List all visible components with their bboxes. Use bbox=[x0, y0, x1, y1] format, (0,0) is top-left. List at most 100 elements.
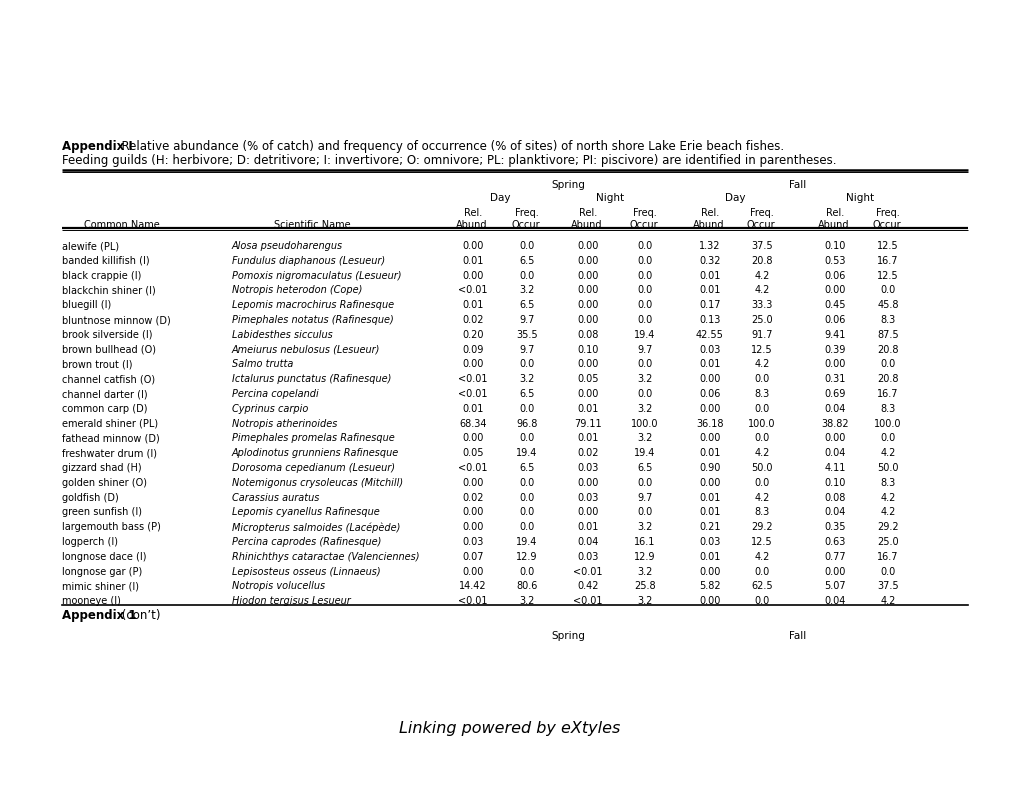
Text: 0.01: 0.01 bbox=[699, 359, 720, 370]
Text: 4.2: 4.2 bbox=[754, 448, 769, 458]
Text: Dorosoma cepedianum (Lesueur): Dorosoma cepedianum (Lesueur) bbox=[231, 463, 394, 473]
Text: 0.17: 0.17 bbox=[699, 300, 720, 310]
Text: 0.08: 0.08 bbox=[823, 492, 845, 503]
Text: 0.35: 0.35 bbox=[823, 522, 845, 532]
Text: 0.0: 0.0 bbox=[754, 374, 769, 385]
Text: 0.0: 0.0 bbox=[879, 359, 895, 370]
Text: 0.0: 0.0 bbox=[637, 285, 652, 296]
Text: 16.7: 16.7 bbox=[876, 256, 898, 266]
Text: fathead minnow (D): fathead minnow (D) bbox=[62, 433, 160, 444]
Text: 0.0: 0.0 bbox=[879, 433, 895, 444]
Text: 37.5: 37.5 bbox=[876, 582, 898, 592]
Text: Notropis atherinoides: Notropis atherinoides bbox=[231, 418, 337, 429]
Text: 19.4: 19.4 bbox=[516, 537, 537, 547]
Text: 8.3: 8.3 bbox=[754, 389, 769, 399]
Text: Aplodinotus grunniens Rafinesque: Aplodinotus grunniens Rafinesque bbox=[231, 448, 398, 458]
Text: Rel.
Abund.: Rel. Abund. bbox=[817, 208, 852, 230]
Text: 0.10: 0.10 bbox=[823, 241, 845, 251]
Text: 0.0: 0.0 bbox=[519, 492, 534, 503]
Text: 12.5: 12.5 bbox=[876, 241, 898, 251]
Text: 8.3: 8.3 bbox=[754, 507, 769, 518]
Text: longnose gar (P): longnose gar (P) bbox=[62, 567, 142, 577]
Text: green sunfish (I): green sunfish (I) bbox=[62, 507, 142, 518]
Text: 6.5: 6.5 bbox=[519, 389, 534, 399]
Text: longnose dace (I): longnose dace (I) bbox=[62, 552, 147, 562]
Text: 0.01: 0.01 bbox=[577, 433, 598, 444]
Text: 4.2: 4.2 bbox=[754, 285, 769, 296]
Text: alewife (PL): alewife (PL) bbox=[62, 241, 119, 251]
Text: 3.2: 3.2 bbox=[637, 522, 652, 532]
Text: Lepisosteus osseus (Linnaeus): Lepisosteus osseus (Linnaeus) bbox=[231, 567, 380, 577]
Text: logperch (I): logperch (I) bbox=[62, 537, 118, 547]
Text: Carassius auratus: Carassius auratus bbox=[231, 492, 319, 503]
Text: Rel.
Abund.: Rel. Abund. bbox=[692, 208, 727, 230]
Text: 0.0: 0.0 bbox=[519, 433, 534, 444]
Text: bluntnose minnow (D): bluntnose minnow (D) bbox=[62, 315, 170, 325]
Text: 0.0: 0.0 bbox=[637, 359, 652, 370]
Text: 25.0: 25.0 bbox=[876, 537, 898, 547]
Text: 0.00: 0.00 bbox=[823, 359, 845, 370]
Text: 37.5: 37.5 bbox=[750, 241, 772, 251]
Text: 12.9: 12.9 bbox=[634, 552, 655, 562]
Text: 0.06: 0.06 bbox=[699, 389, 720, 399]
Text: blackchin shiner (I): blackchin shiner (I) bbox=[62, 285, 156, 296]
Text: 38.82: 38.82 bbox=[820, 418, 848, 429]
Text: Feeding guilds (H: herbivore; D: detritivore; I: invertivore; O: omnivore; PL: p: Feeding guilds (H: herbivore; D: detriti… bbox=[62, 154, 836, 167]
Text: 29.2: 29.2 bbox=[876, 522, 898, 532]
Text: Fall: Fall bbox=[789, 180, 806, 190]
Text: Freq.
Occur.: Freq. Occur. bbox=[512, 208, 542, 230]
Text: 0.21: 0.21 bbox=[699, 522, 720, 532]
Text: 16.7: 16.7 bbox=[876, 552, 898, 562]
Text: 4.2: 4.2 bbox=[879, 492, 895, 503]
Text: 0.00: 0.00 bbox=[699, 567, 720, 577]
Text: 0.00: 0.00 bbox=[699, 597, 720, 606]
Text: largemouth bass (P): largemouth bass (P) bbox=[62, 522, 161, 532]
Text: 25.8: 25.8 bbox=[634, 582, 655, 592]
Text: 0.00: 0.00 bbox=[577, 478, 598, 488]
Text: 4.2: 4.2 bbox=[754, 359, 769, 370]
Text: Pimephales notatus (Rafinesque): Pimephales notatus (Rafinesque) bbox=[231, 315, 393, 325]
Text: 3.2: 3.2 bbox=[637, 374, 652, 385]
Text: 0.05: 0.05 bbox=[577, 374, 598, 385]
Text: 0.00: 0.00 bbox=[462, 507, 483, 518]
Text: 0.42: 0.42 bbox=[577, 582, 598, 592]
Text: 0.00: 0.00 bbox=[577, 256, 598, 266]
Text: Common Name: Common Name bbox=[84, 220, 160, 230]
Text: 0.00: 0.00 bbox=[699, 403, 720, 414]
Text: Labidesthes sicculus: Labidesthes sicculus bbox=[231, 330, 332, 340]
Text: 12.5: 12.5 bbox=[750, 344, 772, 355]
Text: 0.01: 0.01 bbox=[699, 507, 720, 518]
Text: 19.4: 19.4 bbox=[634, 448, 655, 458]
Text: Spring: Spring bbox=[550, 180, 584, 190]
Text: <0.01: <0.01 bbox=[458, 285, 487, 296]
Text: emerald shiner (PL): emerald shiner (PL) bbox=[62, 418, 158, 429]
Text: 0.08: 0.08 bbox=[577, 330, 598, 340]
Text: 14.42: 14.42 bbox=[459, 582, 486, 592]
Text: 8.3: 8.3 bbox=[879, 315, 895, 325]
Text: 0.0: 0.0 bbox=[519, 478, 534, 488]
Text: 100.0: 100.0 bbox=[873, 418, 901, 429]
Text: Pimephales promelas Rafinesque: Pimephales promelas Rafinesque bbox=[231, 433, 394, 444]
Text: Notropis volucellus: Notropis volucellus bbox=[231, 582, 325, 592]
Text: 0.00: 0.00 bbox=[462, 567, 483, 577]
Text: <0.01: <0.01 bbox=[573, 567, 602, 577]
Text: Night: Night bbox=[595, 193, 624, 203]
Text: <0.01: <0.01 bbox=[458, 374, 487, 385]
Text: 0.0: 0.0 bbox=[519, 241, 534, 251]
Text: Notemigonus crysoleucas (Mitchill): Notemigonus crysoleucas (Mitchill) bbox=[231, 478, 403, 488]
Text: <0.01: <0.01 bbox=[458, 597, 487, 606]
Text: 4.2: 4.2 bbox=[879, 597, 895, 606]
Text: 0.0: 0.0 bbox=[637, 389, 652, 399]
Text: 68.34: 68.34 bbox=[459, 418, 486, 429]
Text: 0.02: 0.02 bbox=[462, 492, 483, 503]
Text: goldfish (D): goldfish (D) bbox=[62, 492, 118, 503]
Text: 79.11: 79.11 bbox=[574, 418, 601, 429]
Text: 0.13: 0.13 bbox=[699, 315, 720, 325]
Text: 36.18: 36.18 bbox=[696, 418, 723, 429]
Text: Rhinichthys cataractae (Valenciennes): Rhinichthys cataractae (Valenciennes) bbox=[231, 552, 419, 562]
Text: 0.04: 0.04 bbox=[823, 448, 845, 458]
Text: 0.01: 0.01 bbox=[699, 448, 720, 458]
Text: 0.01: 0.01 bbox=[462, 300, 483, 310]
Text: Appendix 1: Appendix 1 bbox=[62, 609, 137, 622]
Text: 0.01: 0.01 bbox=[699, 552, 720, 562]
